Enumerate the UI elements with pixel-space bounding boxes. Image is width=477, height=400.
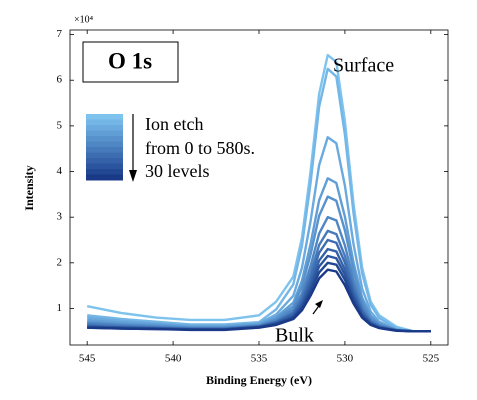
- legend-swatch: [86, 147, 123, 153]
- legend-swatch: [86, 130, 123, 137]
- spectrum-line: [87, 67, 431, 333]
- x-tick-label: 525: [423, 353, 440, 365]
- panel-label: O 1s: [108, 48, 152, 73]
- y-tick-label: 7: [57, 28, 63, 40]
- x-tick-label: 535: [251, 353, 268, 365]
- legend-text: 30 levels: [145, 161, 210, 181]
- legend-swatch: [86, 163, 123, 170]
- y-tick-label: 4: [57, 165, 63, 177]
- plot-area: [86, 53, 431, 333]
- legend-text: from 0 to 580s.: [145, 138, 255, 158]
- y-axis-label: Intensity: [22, 165, 36, 210]
- y-tick-label: 3: [57, 211, 63, 223]
- arrow-head: [315, 300, 323, 308]
- legend-swatch: [86, 141, 123, 148]
- legend: [86, 114, 123, 181]
- y-tick-label: 1: [57, 302, 63, 314]
- arrow-head: [129, 170, 137, 182]
- spectrum-line: [86, 53, 431, 333]
- legend-swatch: [86, 158, 123, 164]
- legend-swatch: [86, 125, 123, 131]
- legend-swatch: [86, 114, 123, 120]
- x-tick-label: 545: [79, 353, 96, 365]
- panel-box: [82, 41, 179, 83]
- legend-arrow: [129, 114, 137, 182]
- legend-swatch: [86, 136, 123, 142]
- legend-swatch: [86, 119, 123, 126]
- y-multiplier: ×10⁴: [74, 14, 94, 25]
- legend-swatch: [86, 152, 123, 159]
- x-tick-label: 530: [337, 353, 354, 365]
- x-axis-label: Binding Energy (eV): [206, 373, 312, 387]
- y-tick-label: 6: [57, 74, 63, 86]
- y-tick-label: 2: [57, 256, 63, 268]
- bulk-label: Bulk: [275, 325, 314, 347]
- x-tick-label: 540: [165, 353, 182, 365]
- spectrum-line: [87, 268, 431, 333]
- legend-text: Ion etch: [145, 114, 203, 134]
- y-tick-label: 5: [57, 119, 63, 131]
- legend-swatch: [86, 174, 123, 181]
- legend-swatch: [86, 169, 123, 175]
- surface-label: Surface: [333, 55, 394, 77]
- bulk-arrow: [312, 300, 323, 315]
